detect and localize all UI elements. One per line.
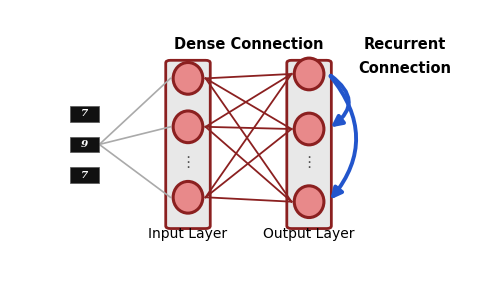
FancyBboxPatch shape	[71, 106, 99, 122]
FancyArrowPatch shape	[331, 76, 356, 196]
Text: Connection: Connection	[358, 61, 451, 76]
Text: ⋮: ⋮	[301, 154, 317, 170]
Text: ⋮: ⋮	[180, 154, 196, 170]
Text: 9: 9	[81, 140, 88, 149]
Ellipse shape	[294, 113, 324, 145]
Text: Output Layer: Output Layer	[263, 227, 355, 241]
FancyBboxPatch shape	[71, 167, 99, 183]
Ellipse shape	[173, 181, 203, 213]
Ellipse shape	[173, 63, 203, 94]
Ellipse shape	[294, 186, 324, 218]
Text: 7: 7	[81, 171, 88, 180]
Ellipse shape	[173, 111, 203, 143]
Text: Recurrent: Recurrent	[363, 37, 446, 51]
Text: Input Layer: Input Layer	[149, 227, 227, 241]
Text: 7: 7	[81, 109, 88, 118]
FancyBboxPatch shape	[71, 136, 99, 152]
Ellipse shape	[294, 58, 324, 90]
FancyBboxPatch shape	[166, 60, 210, 229]
Text: Dense Connection: Dense Connection	[174, 37, 323, 51]
FancyBboxPatch shape	[287, 60, 331, 229]
FancyArrowPatch shape	[331, 76, 349, 125]
